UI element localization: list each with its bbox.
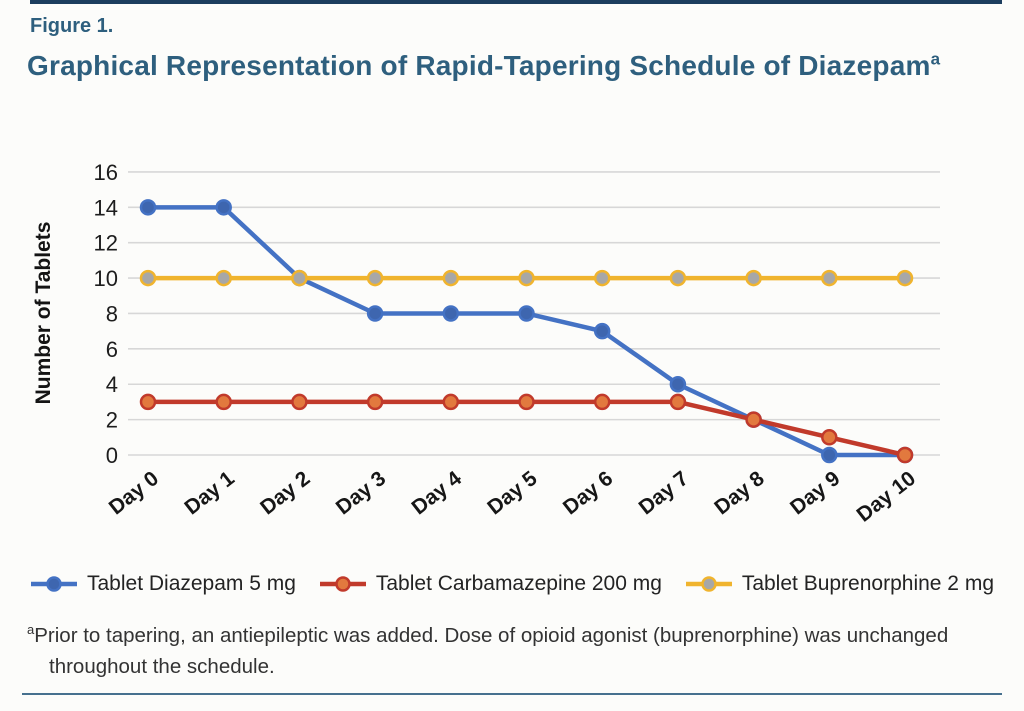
x-tick-label: Day 10 [853, 467, 921, 527]
data-point-marker [518, 269, 535, 287]
legend-item: Tablet Carbamazepine 200 mg [319, 572, 662, 596]
y-tick-label: 0 [106, 443, 118, 468]
figure-number: Figure 1. [30, 15, 114, 37]
chart-legend: Tablet Diazepam 5 mg Tablet Carbamazepine… [30, 572, 994, 596]
data-point-marker [215, 393, 232, 411]
data-point-marker [669, 375, 687, 393]
footnote: aPrior to tapering, an antiepileptic was… [27, 620, 1014, 682]
data-point-marker [896, 446, 914, 464]
data-point-marker [821, 446, 838, 464]
data-point-marker [139, 393, 157, 411]
figure-title-text: Graphical Representation of Rapid-Taperi… [27, 50, 931, 81]
legend-line-marker-icon [685, 576, 732, 592]
data-point-marker [139, 199, 157, 216]
data-point-marker [442, 305, 460, 322]
data-point-marker [518, 393, 535, 411]
legend-label: Tablet Carbamazepine 200 mg [375, 572, 662, 595]
data-point-marker [821, 429, 838, 446]
footnote-marker: a [27, 622, 35, 637]
y-tick-label: 12 [94, 231, 118, 256]
y-tick-label: 14 [94, 195, 118, 220]
data-point-marker [593, 269, 611, 287]
data-point-marker [745, 411, 762, 428]
y-tick-label: 4 [106, 372, 118, 397]
x-tick-label: Day 4 [408, 467, 467, 520]
footnote-text: Prior to tapering, an antiepileptic was … [34, 623, 949, 678]
legend-label: Tablet Buprenorphine 2 mg [741, 572, 994, 595]
data-point-marker [669, 269, 687, 287]
data-point-marker [366, 269, 384, 287]
data-point-marker [593, 393, 611, 411]
y-tick-label: 8 [106, 301, 118, 326]
x-tick-label: Day 0 [105, 467, 163, 520]
figure-title: Graphical Representation of Rapid-Taperi… [27, 48, 967, 84]
data-point-marker [366, 305, 384, 322]
data-point-marker [821, 269, 838, 287]
data-point-marker [291, 269, 308, 287]
data-point-marker [896, 269, 914, 287]
y-tick-label: 10 [94, 266, 118, 291]
legend-line-marker-icon [319, 576, 366, 592]
top-rule [30, 0, 1002, 4]
figure-title-superscript: a [930, 49, 941, 69]
data-point-marker [215, 269, 232, 287]
x-tick-label: Day 5 [483, 467, 542, 520]
data-point-marker [518, 305, 535, 322]
x-tick-label: Day 2 [256, 467, 314, 520]
data-point-marker [669, 393, 687, 411]
data-point-marker [442, 393, 460, 411]
series-line [145, 205, 908, 458]
legend-label: Tablet Diazepam 5 mg [87, 572, 296, 595]
data-point-marker [745, 269, 762, 287]
bottom-rule [22, 693, 1002, 695]
x-tick-label: Day 7 [635, 467, 693, 520]
x-tick-label: Day 8 [710, 467, 769, 520]
legend-line-marker-icon [31, 576, 77, 592]
x-tick-label: Day 1 [180, 467, 239, 520]
y-tick-label: 6 [106, 337, 118, 362]
x-tick-label: Day 3 [332, 467, 390, 520]
data-point-marker [366, 393, 384, 411]
x-tick-label: Day 6 [559, 467, 617, 520]
legend-item: Tablet Diazepam 5 mg [30, 572, 296, 596]
data-point-marker [215, 199, 232, 216]
data-point-marker [139, 269, 157, 287]
data-point-marker [593, 322, 611, 340]
data-point-marker [291, 393, 308, 411]
y-tick-label: 2 [106, 408, 118, 433]
data-point-marker [442, 269, 460, 287]
legend-item: Tablet Buprenorphine 2 mg [685, 572, 994, 596]
y-axis-title: Number of Tablets [32, 222, 55, 405]
x-tick-label: Day 9 [786, 467, 844, 520]
y-tick-label: 16 [94, 160, 118, 185]
